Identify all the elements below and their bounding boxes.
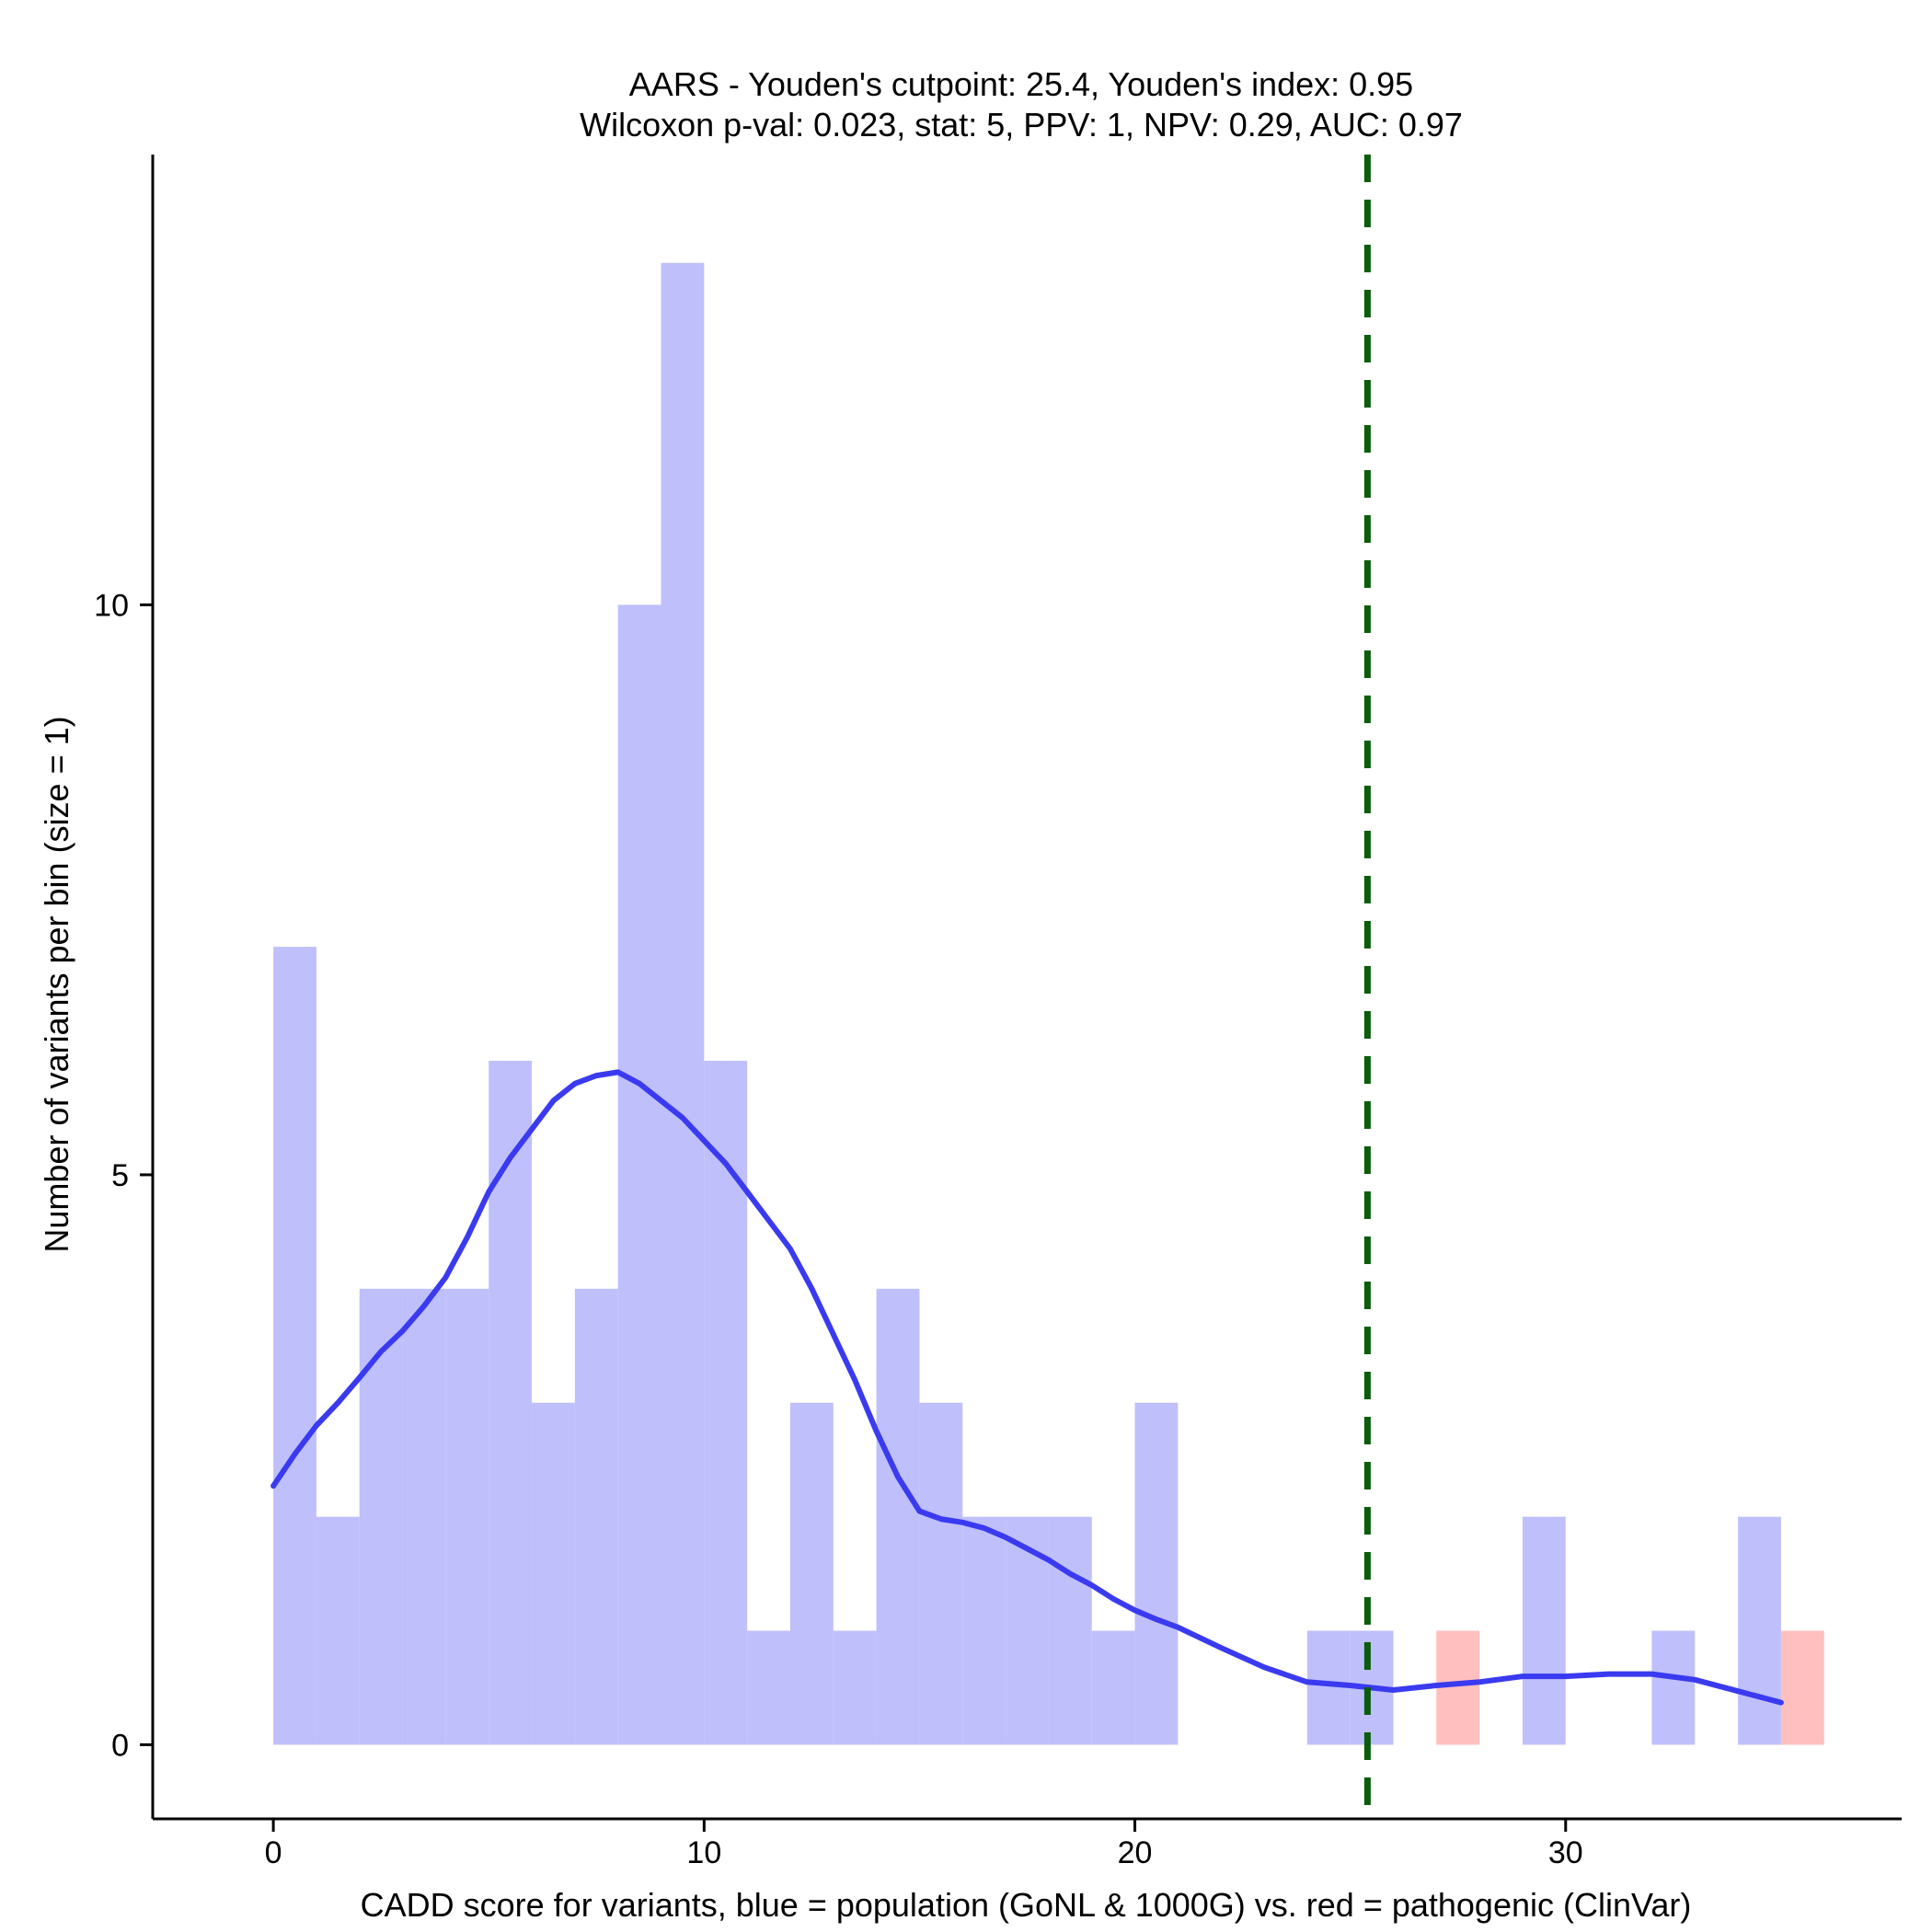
chart-subtitle: Wilcoxon p-val: 0.023, stat: 5, PPV: 1, … [580, 106, 1463, 144]
population-bar-12 [789, 1402, 834, 1745]
x-axis-label: CADD score for variants, blue = populati… [361, 1886, 1692, 1924]
population-bar-3 [402, 1288, 446, 1745]
population-bar-14 [876, 1288, 920, 1745]
density-curve-group [270, 1069, 1784, 1706]
pathogenic-bar-27 [1436, 1630, 1480, 1745]
y-axis-ticks: 0 5 10 [94, 588, 153, 1763]
x-tick-label-0: 0 [265, 1835, 282, 1870]
x-tick-label-20: 20 [1118, 1835, 1153, 1870]
population-bar-16 [962, 1516, 1006, 1745]
y-tick-label-10: 10 [94, 588, 129, 623]
population-bar-19 [1091, 1630, 1135, 1745]
x-tick-label-10: 10 [686, 1835, 721, 1870]
population-bar-34 [1738, 1516, 1781, 1745]
population-bar-1 [316, 1516, 360, 1745]
population-bar-32 [1651, 1630, 1696, 1745]
population-bar-18 [1048, 1516, 1092, 1745]
pathogenic-bars [1436, 1630, 1824, 1745]
y-tick-label-0: 0 [111, 1728, 129, 1763]
density-curve [270, 1069, 1784, 1706]
x-axis-ticks: 0 10 20 30 [265, 1819, 1583, 1870]
population-bars [273, 262, 1781, 1745]
population-bar-10 [704, 1061, 748, 1745]
population-bar-9 [661, 262, 705, 1745]
pathogenic-bar-35 [1780, 1630, 1824, 1745]
x-tick-label-30: 30 [1548, 1835, 1583, 1870]
population-bar-20 [1134, 1402, 1179, 1745]
chart-title: AARS - Youden's cutpoint: 25.4, Youden's… [629, 65, 1413, 103]
y-tick-label-5: 5 [111, 1158, 129, 1193]
population-bar-7 [574, 1288, 618, 1745]
population-bar-29 [1522, 1516, 1566, 1745]
population-bar-4 [445, 1288, 489, 1745]
population-bar-13 [833, 1630, 877, 1745]
population-bar-24 [1306, 1630, 1351, 1745]
population-bar-6 [532, 1402, 575, 1745]
population-bar-5 [489, 1061, 533, 1745]
y-axis-label: Number of variants per bin (size = 1) [38, 716, 75, 1252]
population-bar-0 [273, 947, 316, 1745]
population-bar-2 [359, 1288, 403, 1745]
population-bar-11 [747, 1630, 790, 1745]
population-bar-8 [617, 604, 661, 1745]
population-bar-15 [919, 1402, 963, 1745]
